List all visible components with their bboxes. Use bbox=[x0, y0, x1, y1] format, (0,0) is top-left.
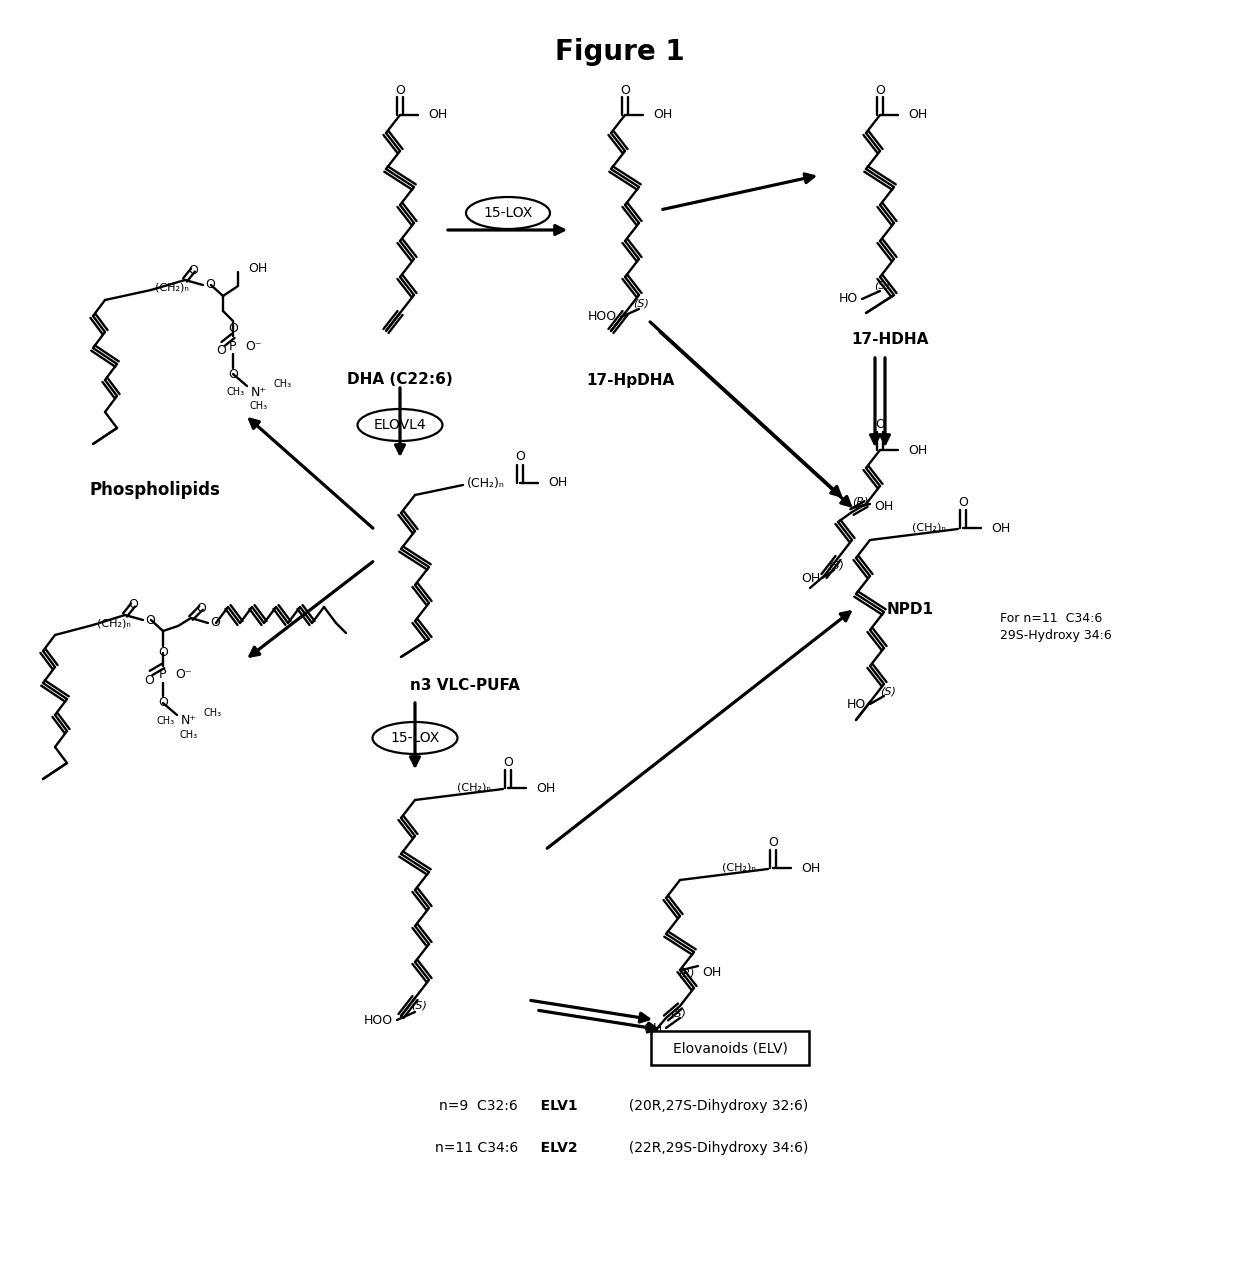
Text: OH: OH bbox=[801, 862, 820, 874]
Text: OH: OH bbox=[548, 477, 567, 490]
Text: 29S-Hydroxy 34:6: 29S-Hydroxy 34:6 bbox=[999, 630, 1112, 643]
Text: n=11 C34:6: n=11 C34:6 bbox=[435, 1141, 518, 1155]
Text: (CH₂)ₙ: (CH₂)ₙ bbox=[722, 863, 756, 873]
Ellipse shape bbox=[372, 721, 458, 754]
Text: HO: HO bbox=[847, 697, 866, 710]
Text: OH: OH bbox=[908, 444, 928, 457]
Text: O: O bbox=[875, 418, 885, 432]
Text: (S): (S) bbox=[874, 280, 890, 291]
Text: OH: OH bbox=[248, 261, 268, 274]
Text: O: O bbox=[768, 836, 777, 849]
Text: OH: OH bbox=[801, 571, 820, 585]
Text: OH: OH bbox=[536, 782, 556, 795]
Text: O: O bbox=[620, 84, 630, 96]
Text: (S): (S) bbox=[412, 1001, 427, 1011]
Text: O: O bbox=[503, 755, 513, 769]
Text: O: O bbox=[188, 264, 198, 276]
Text: O: O bbox=[216, 345, 226, 358]
Text: OH: OH bbox=[702, 966, 722, 979]
Text: 17-HDHA: 17-HDHA bbox=[852, 333, 929, 347]
Text: HOO: HOO bbox=[363, 1013, 393, 1026]
Text: (R): (R) bbox=[852, 496, 868, 507]
Ellipse shape bbox=[357, 409, 443, 441]
Text: OH: OH bbox=[874, 499, 893, 513]
Text: N⁺: N⁺ bbox=[250, 386, 267, 399]
Text: P: P bbox=[159, 669, 166, 682]
Text: (S): (S) bbox=[828, 561, 844, 571]
Text: O: O bbox=[959, 495, 968, 508]
Text: OH: OH bbox=[908, 108, 928, 121]
Text: (CH₂)ₙ: (CH₂)ₙ bbox=[155, 283, 188, 293]
Text: ELV1: ELV1 bbox=[526, 1100, 578, 1112]
Text: (S): (S) bbox=[670, 1010, 686, 1019]
Text: (CH₂)ₙ: (CH₂)ₙ bbox=[467, 477, 505, 490]
Text: OH: OH bbox=[642, 1021, 662, 1034]
Text: O: O bbox=[515, 450, 525, 463]
Text: OH: OH bbox=[991, 522, 1011, 535]
Text: O: O bbox=[205, 279, 215, 292]
Ellipse shape bbox=[466, 197, 551, 229]
Text: (S): (S) bbox=[880, 687, 897, 697]
Text: O⁻: O⁻ bbox=[246, 340, 262, 352]
Text: n3 VLC-PUFA: n3 VLC-PUFA bbox=[410, 678, 520, 692]
Text: CH₃: CH₃ bbox=[250, 401, 268, 412]
Text: OH: OH bbox=[653, 108, 672, 121]
Text: O: O bbox=[144, 674, 154, 687]
Text: O: O bbox=[396, 84, 405, 96]
Text: Phospholipids: Phospholipids bbox=[89, 481, 221, 499]
Text: (CH₂)ₙ: (CH₂)ₙ bbox=[911, 523, 946, 532]
FancyBboxPatch shape bbox=[651, 1031, 808, 1065]
Text: (CH₂)ₙ: (CH₂)ₙ bbox=[97, 619, 131, 628]
Text: (20R,27S-Dihydroxy 32:6): (20R,27S-Dihydroxy 32:6) bbox=[620, 1100, 808, 1112]
Text: O⁻: O⁻ bbox=[175, 669, 191, 682]
Text: (CH₂)ₙ: (CH₂)ₙ bbox=[458, 783, 491, 793]
Text: (22R,29S-Dihydroxy 34:6): (22R,29S-Dihydroxy 34:6) bbox=[620, 1141, 808, 1155]
Text: O: O bbox=[157, 647, 167, 660]
Text: Elovanoids (ELV): Elovanoids (ELV) bbox=[672, 1040, 787, 1055]
Text: 17-HpDHA: 17-HpDHA bbox=[585, 373, 675, 387]
Text: (S): (S) bbox=[634, 298, 649, 309]
Text: CH₃: CH₃ bbox=[180, 730, 198, 739]
Text: ELOVL4: ELOVL4 bbox=[373, 418, 427, 432]
Text: O: O bbox=[210, 616, 219, 630]
Text: O: O bbox=[128, 598, 138, 612]
Text: O: O bbox=[157, 697, 167, 710]
Text: DHA (C22:6): DHA (C22:6) bbox=[347, 373, 453, 387]
Text: For n=11  C34:6: For n=11 C34:6 bbox=[999, 612, 1102, 625]
Text: ELV2: ELV2 bbox=[526, 1141, 578, 1155]
Text: P: P bbox=[229, 340, 237, 352]
Text: O: O bbox=[228, 368, 238, 381]
Text: O: O bbox=[196, 602, 206, 615]
Text: 15-LOX: 15-LOX bbox=[391, 730, 440, 745]
Text: O: O bbox=[145, 613, 155, 626]
Text: Figure 1: Figure 1 bbox=[556, 39, 684, 66]
Text: HO: HO bbox=[838, 292, 858, 306]
Text: CH₃: CH₃ bbox=[227, 387, 246, 397]
Text: n=9  C32:6: n=9 C32:6 bbox=[439, 1100, 518, 1112]
Text: O: O bbox=[228, 322, 238, 334]
Text: NPD1: NPD1 bbox=[887, 603, 934, 617]
Text: N⁺: N⁺ bbox=[181, 715, 197, 728]
Text: 15-LOX: 15-LOX bbox=[484, 206, 533, 220]
Text: (R): (R) bbox=[678, 968, 694, 979]
Text: CH₃: CH₃ bbox=[157, 716, 175, 727]
Text: HOO: HOO bbox=[588, 310, 618, 324]
Text: O: O bbox=[875, 84, 885, 96]
Text: CH₃: CH₃ bbox=[203, 709, 221, 718]
Text: CH₃: CH₃ bbox=[273, 379, 291, 388]
Text: OH: OH bbox=[428, 108, 448, 121]
